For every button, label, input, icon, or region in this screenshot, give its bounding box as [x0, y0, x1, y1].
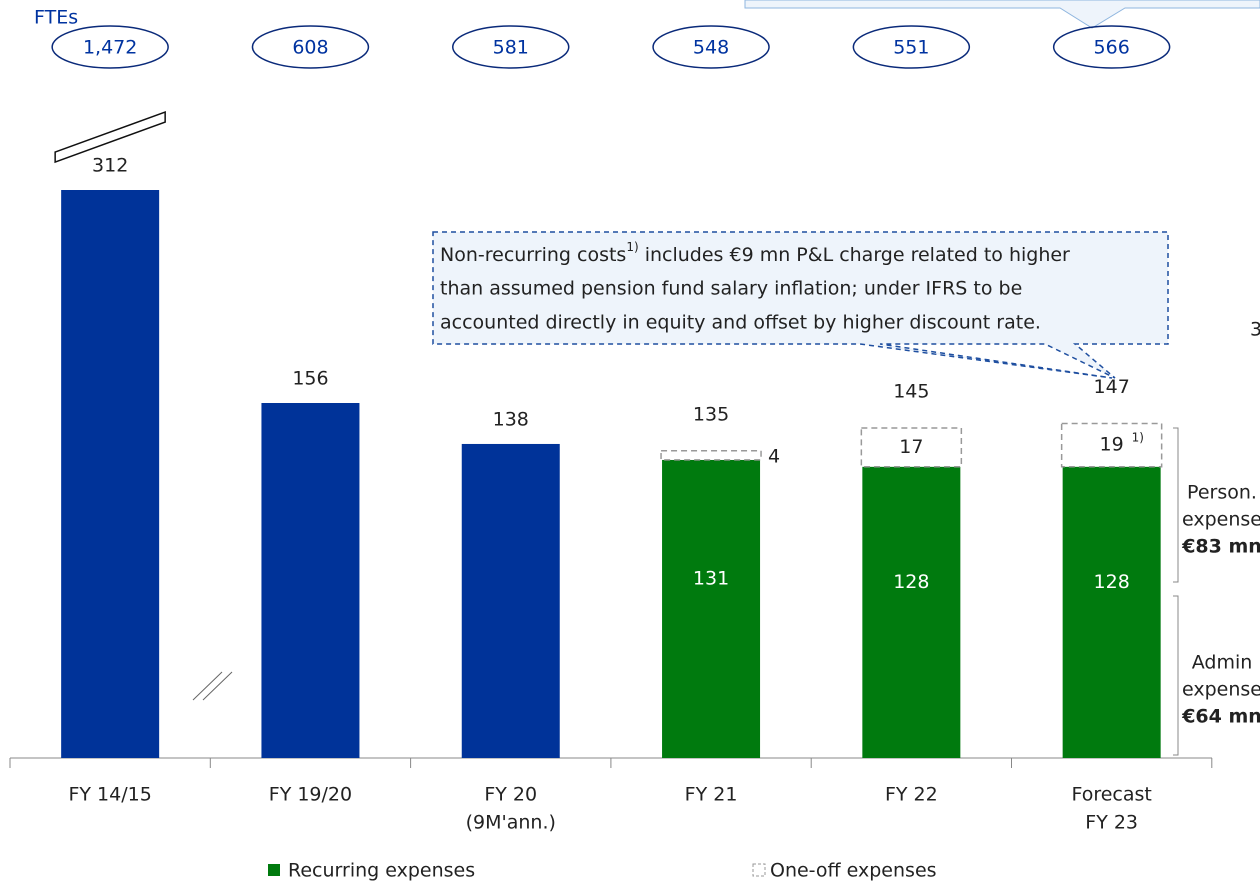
cropped-callout: [744, 0, 1260, 29]
fte-value: 548: [693, 37, 729, 59]
annotation-box: [432, 231, 1169, 379]
total-label: 138: [493, 408, 529, 430]
footnote-mark: 1): [1132, 431, 1144, 445]
x-tick-label: Forecast: [1071, 784, 1151, 806]
x-tick-label: FY 14/15: [68, 784, 151, 806]
fte-value: 551: [893, 37, 929, 59]
annotation-line: accounted directly in equity and offset …: [440, 312, 1041, 334]
total-label: 156: [292, 368, 328, 390]
fte-label: FTEs: [34, 7, 78, 29]
value-label: 4: [768, 445, 780, 467]
legend-swatch: [752, 863, 766, 877]
x-tick-label: FY 22: [885, 784, 938, 806]
x-tick-label: FY 20: [484, 784, 537, 806]
legend-label: Recurring expenses: [288, 860, 475, 881]
value-label: 131: [693, 567, 729, 589]
fte-value: 581: [493, 37, 529, 59]
fte-ellipse: [452, 25, 570, 69]
bar-segment: [662, 459, 761, 758]
total-label: 135: [693, 403, 729, 425]
annotation-line: Non-recurring costs1) includes €9 mn P&L…: [440, 240, 1070, 266]
fte-ellipse: [652, 25, 770, 69]
bracket-label: expense: [1182, 679, 1260, 701]
bar-segment: [1060, 422, 1163, 468]
bracket-amount: €64 mn: [1181, 706, 1260, 728]
bar-segment: [1062, 466, 1161, 758]
brackets: [1173, 427, 1179, 756]
bar: [261, 403, 360, 758]
x-tick-label: FY 23: [1085, 812, 1138, 834]
bar-segment: [860, 427, 963, 468]
bar: [461, 443, 560, 758]
fte-ellipse: [852, 25, 971, 69]
fte-ellipse: [1052, 25, 1171, 69]
fte-ellipse: [251, 25, 370, 69]
value-label: 17: [899, 436, 923, 458]
axis-break: [54, 110, 166, 164]
bracket-label: Person.: [1187, 482, 1257, 504]
fte-value: 1,472: [83, 37, 137, 59]
annotation-line: than assumed pension fund salary inflati…: [440, 278, 1022, 300]
fte-ellipse: [51, 25, 169, 69]
value-label: 19: [1100, 434, 1124, 456]
side-fragment: 3: [1250, 319, 1260, 341]
bar-segment: [660, 450, 762, 461]
value-label: 128: [1094, 571, 1130, 593]
total-label: 145: [893, 381, 929, 403]
bar: [61, 190, 160, 758]
value-label: 128: [893, 571, 929, 593]
fte-value: 608: [292, 37, 328, 59]
bracket-label: expense: [1182, 509, 1260, 531]
axis-break-marks: [192, 671, 233, 701]
bracket-label: Admin: [1192, 652, 1253, 674]
x-tick-label: FY 19/20: [269, 784, 352, 806]
bracket-amount: €83 mn: [1181, 536, 1260, 558]
x-tick-label: (9M'ann.): [466, 812, 556, 834]
legend-swatch: [268, 864, 280, 876]
total-label: 147: [1094, 376, 1130, 398]
x-tick-label: FY 21: [685, 784, 738, 806]
fte-value: 566: [1094, 37, 1130, 59]
legend-label: One-off expenses: [770, 860, 937, 881]
bar-segment: [862, 466, 961, 758]
total-label: 312: [92, 155, 128, 177]
